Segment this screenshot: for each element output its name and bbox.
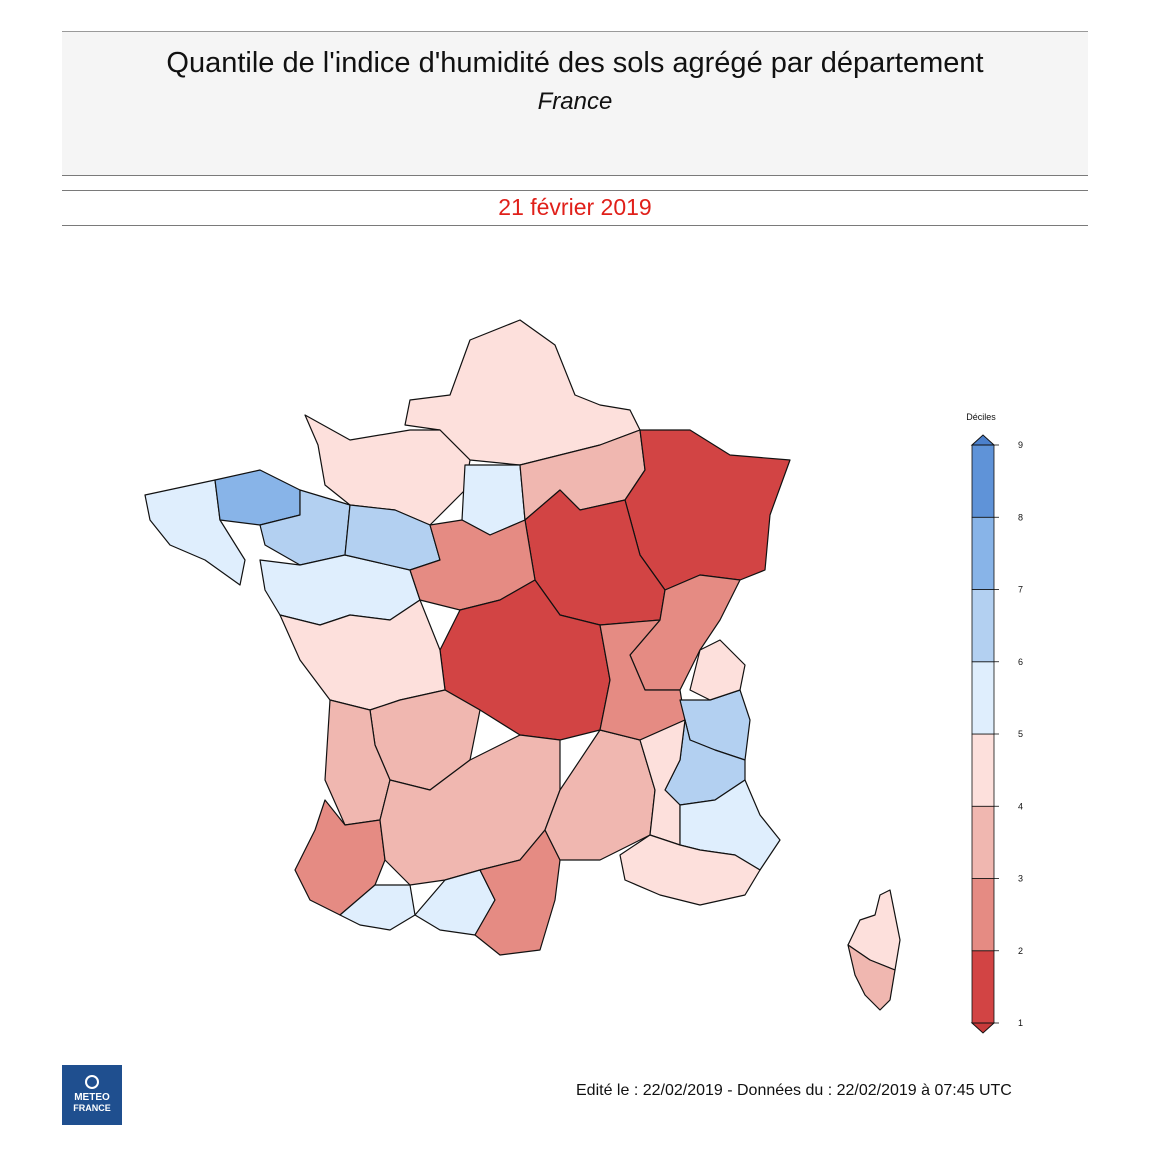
- region-languedoc: [544, 729, 656, 861]
- legend-tick-label-7: 7: [1018, 585, 1023, 595]
- legend-tick-label-5: 5: [1018, 729, 1023, 739]
- legend-title: Déciles: [966, 412, 996, 422]
- region-bretagne-nord: [214, 469, 301, 526]
- legend-tick-label-4: 4: [1018, 801, 1023, 811]
- legend-swatch-6: [971, 589, 995, 663]
- logo-line2: FRANCE: [73, 1103, 111, 1113]
- legend-swatch-5: [971, 661, 995, 735]
- region-normandie: [304, 414, 471, 526]
- region-corse-sud: [847, 944, 896, 1011]
- legend-tick-label-2: 2: [1018, 946, 1023, 956]
- legend-tick-label-1: 1: [1018, 1018, 1023, 1028]
- date-band: 21 février 2019: [62, 190, 1088, 226]
- map-date: 21 février 2019: [498, 194, 652, 220]
- map-title: Quantile de l'indice d'humidité des sols…: [166, 47, 984, 79]
- legend-over-triangle: [970, 434, 996, 446]
- legend-swatch-7: [971, 516, 995, 590]
- region-lorraine-alsace: [624, 429, 791, 591]
- legend-tick-label-9: 9: [1018, 440, 1023, 450]
- legend-swatch-8: [971, 444, 995, 518]
- region-poitou: [279, 599, 446, 711]
- logo-line1: METEO: [74, 1092, 110, 1103]
- region-provence: [619, 834, 761, 906]
- legend-tick-label-6: 6: [1018, 657, 1023, 667]
- meteo-france-logo-icon: [85, 1075, 99, 1089]
- legend-swatch-4: [971, 733, 995, 807]
- region-haute-savoie: [689, 639, 746, 701]
- edition-note: Edité le : 22/02/2019 - Données du : 22/…: [576, 1082, 1012, 1099]
- legend-swatch-3: [971, 805, 995, 879]
- map-subtitle: France: [537, 88, 613, 115]
- legend-tick-label-3: 3: [1018, 874, 1023, 884]
- meteo-france-logo: METEO FRANCE: [62, 1065, 122, 1125]
- legend-swatch-1: [971, 950, 995, 1024]
- legend-under-triangle: [970, 1022, 996, 1034]
- legend-tick-label-8: 8: [1018, 512, 1023, 522]
- header-panel: Quantile de l'indice d'humidité des sols…: [62, 31, 1088, 176]
- legend-swatch-2: [971, 878, 995, 952]
- region-pyrenees-orientales: [474, 829, 561, 956]
- legend-colorbar: Déciles 1 2 3 4 5 6 7 8 9: [966, 412, 1023, 1034]
